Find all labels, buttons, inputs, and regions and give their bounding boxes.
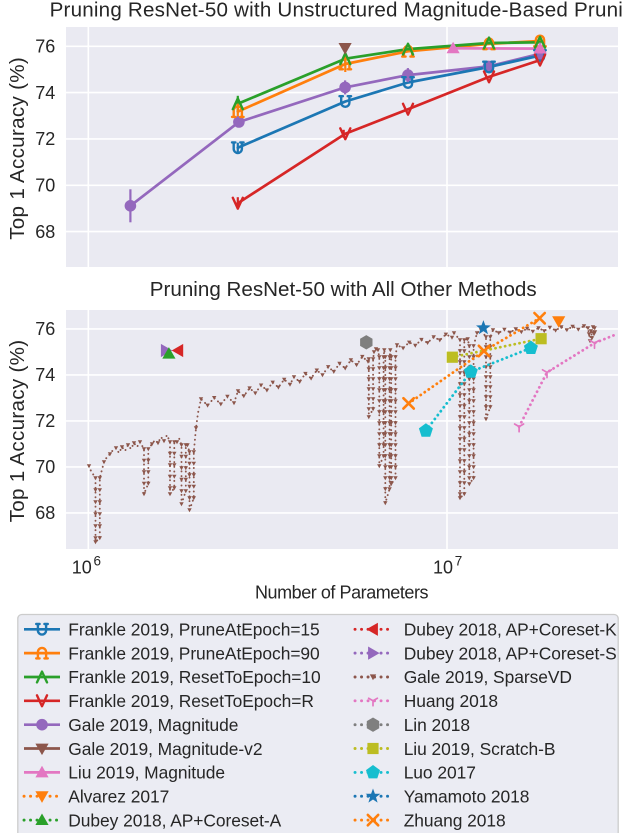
svg-text:72: 72 (35, 411, 55, 431)
svg-text:Gale 2019, Magnitude-v2: Gale 2019, Magnitude-v2 (68, 739, 262, 759)
svg-text:Alvarez 2017: Alvarez 2017 (68, 787, 169, 807)
svg-text:68: 68 (35, 503, 55, 523)
svg-text:Top 1 Accuracy (%): Top 1 Accuracy (%) (6, 340, 29, 523)
svg-text:Pruning ResNet-50 with Unstruc: Pruning ResNet-50 with Unstructured Magn… (50, 0, 622, 22)
svg-text:Luo 2017: Luo 2017 (404, 763, 476, 783)
svg-text:Dubey 2018, AP+Coreset-A: Dubey 2018, AP+Coreset-A (68, 810, 281, 830)
svg-text:76: 76 (35, 37, 55, 57)
svg-text:70: 70 (35, 457, 55, 477)
svg-text:70: 70 (35, 176, 55, 196)
svg-text:Top 1 Accuracy (%): Top 1 Accuracy (%) (6, 57, 29, 240)
svg-text:Pruning ResNet-50 with All Oth: Pruning ResNet-50 with All Other Methods (150, 278, 537, 301)
svg-text:Frankle 2019, ResetToEpoch=10: Frankle 2019, ResetToEpoch=10 (68, 667, 320, 687)
svg-text:10: 10 (433, 558, 453, 578)
svg-text:68: 68 (35, 222, 55, 242)
svg-text:6: 6 (94, 554, 102, 569)
svg-text:Frankle 2019, PruneAtEpoch=90: Frankle 2019, PruneAtEpoch=90 (68, 643, 319, 663)
svg-text:Gale 2019, Magnitude: Gale 2019, Magnitude (68, 715, 238, 735)
svg-text:Dubey 2018, AP+Coreset-S: Dubey 2018, AP+Coreset-S (404, 643, 617, 663)
svg-text:Liu 2019, Scratch-B: Liu 2019, Scratch-B (404, 739, 556, 759)
svg-text:Zhuang 2018: Zhuang 2018 (404, 810, 506, 830)
svg-text:74: 74 (35, 365, 55, 385)
svg-text:10: 10 (72, 558, 92, 578)
svg-text:76: 76 (35, 319, 55, 339)
svg-text:72: 72 (35, 129, 55, 149)
svg-text:Huang 2018: Huang 2018 (404, 691, 498, 711)
svg-text:Yamamoto 2018: Yamamoto 2018 (404, 787, 530, 807)
svg-text:Frankle 2019, PruneAtEpoch=15: Frankle 2019, PruneAtEpoch=15 (68, 620, 319, 640)
svg-text:Liu 2019, Magnitude: Liu 2019, Magnitude (68, 763, 225, 783)
svg-text:Lin 2018: Lin 2018 (404, 715, 470, 735)
svg-text:Number of Parameters: Number of Parameters (255, 583, 429, 603)
svg-text:7: 7 (455, 554, 463, 569)
svg-text:74: 74 (35, 83, 55, 103)
svg-text:Gale 2019, SparseVD: Gale 2019, SparseVD (404, 667, 572, 687)
svg-text:Dubey 2018, AP+Coreset-K: Dubey 2018, AP+Coreset-K (404, 620, 617, 640)
svg-text:Frankle 2019, ResetToEpoch=R: Frankle 2019, ResetToEpoch=R (68, 691, 314, 711)
